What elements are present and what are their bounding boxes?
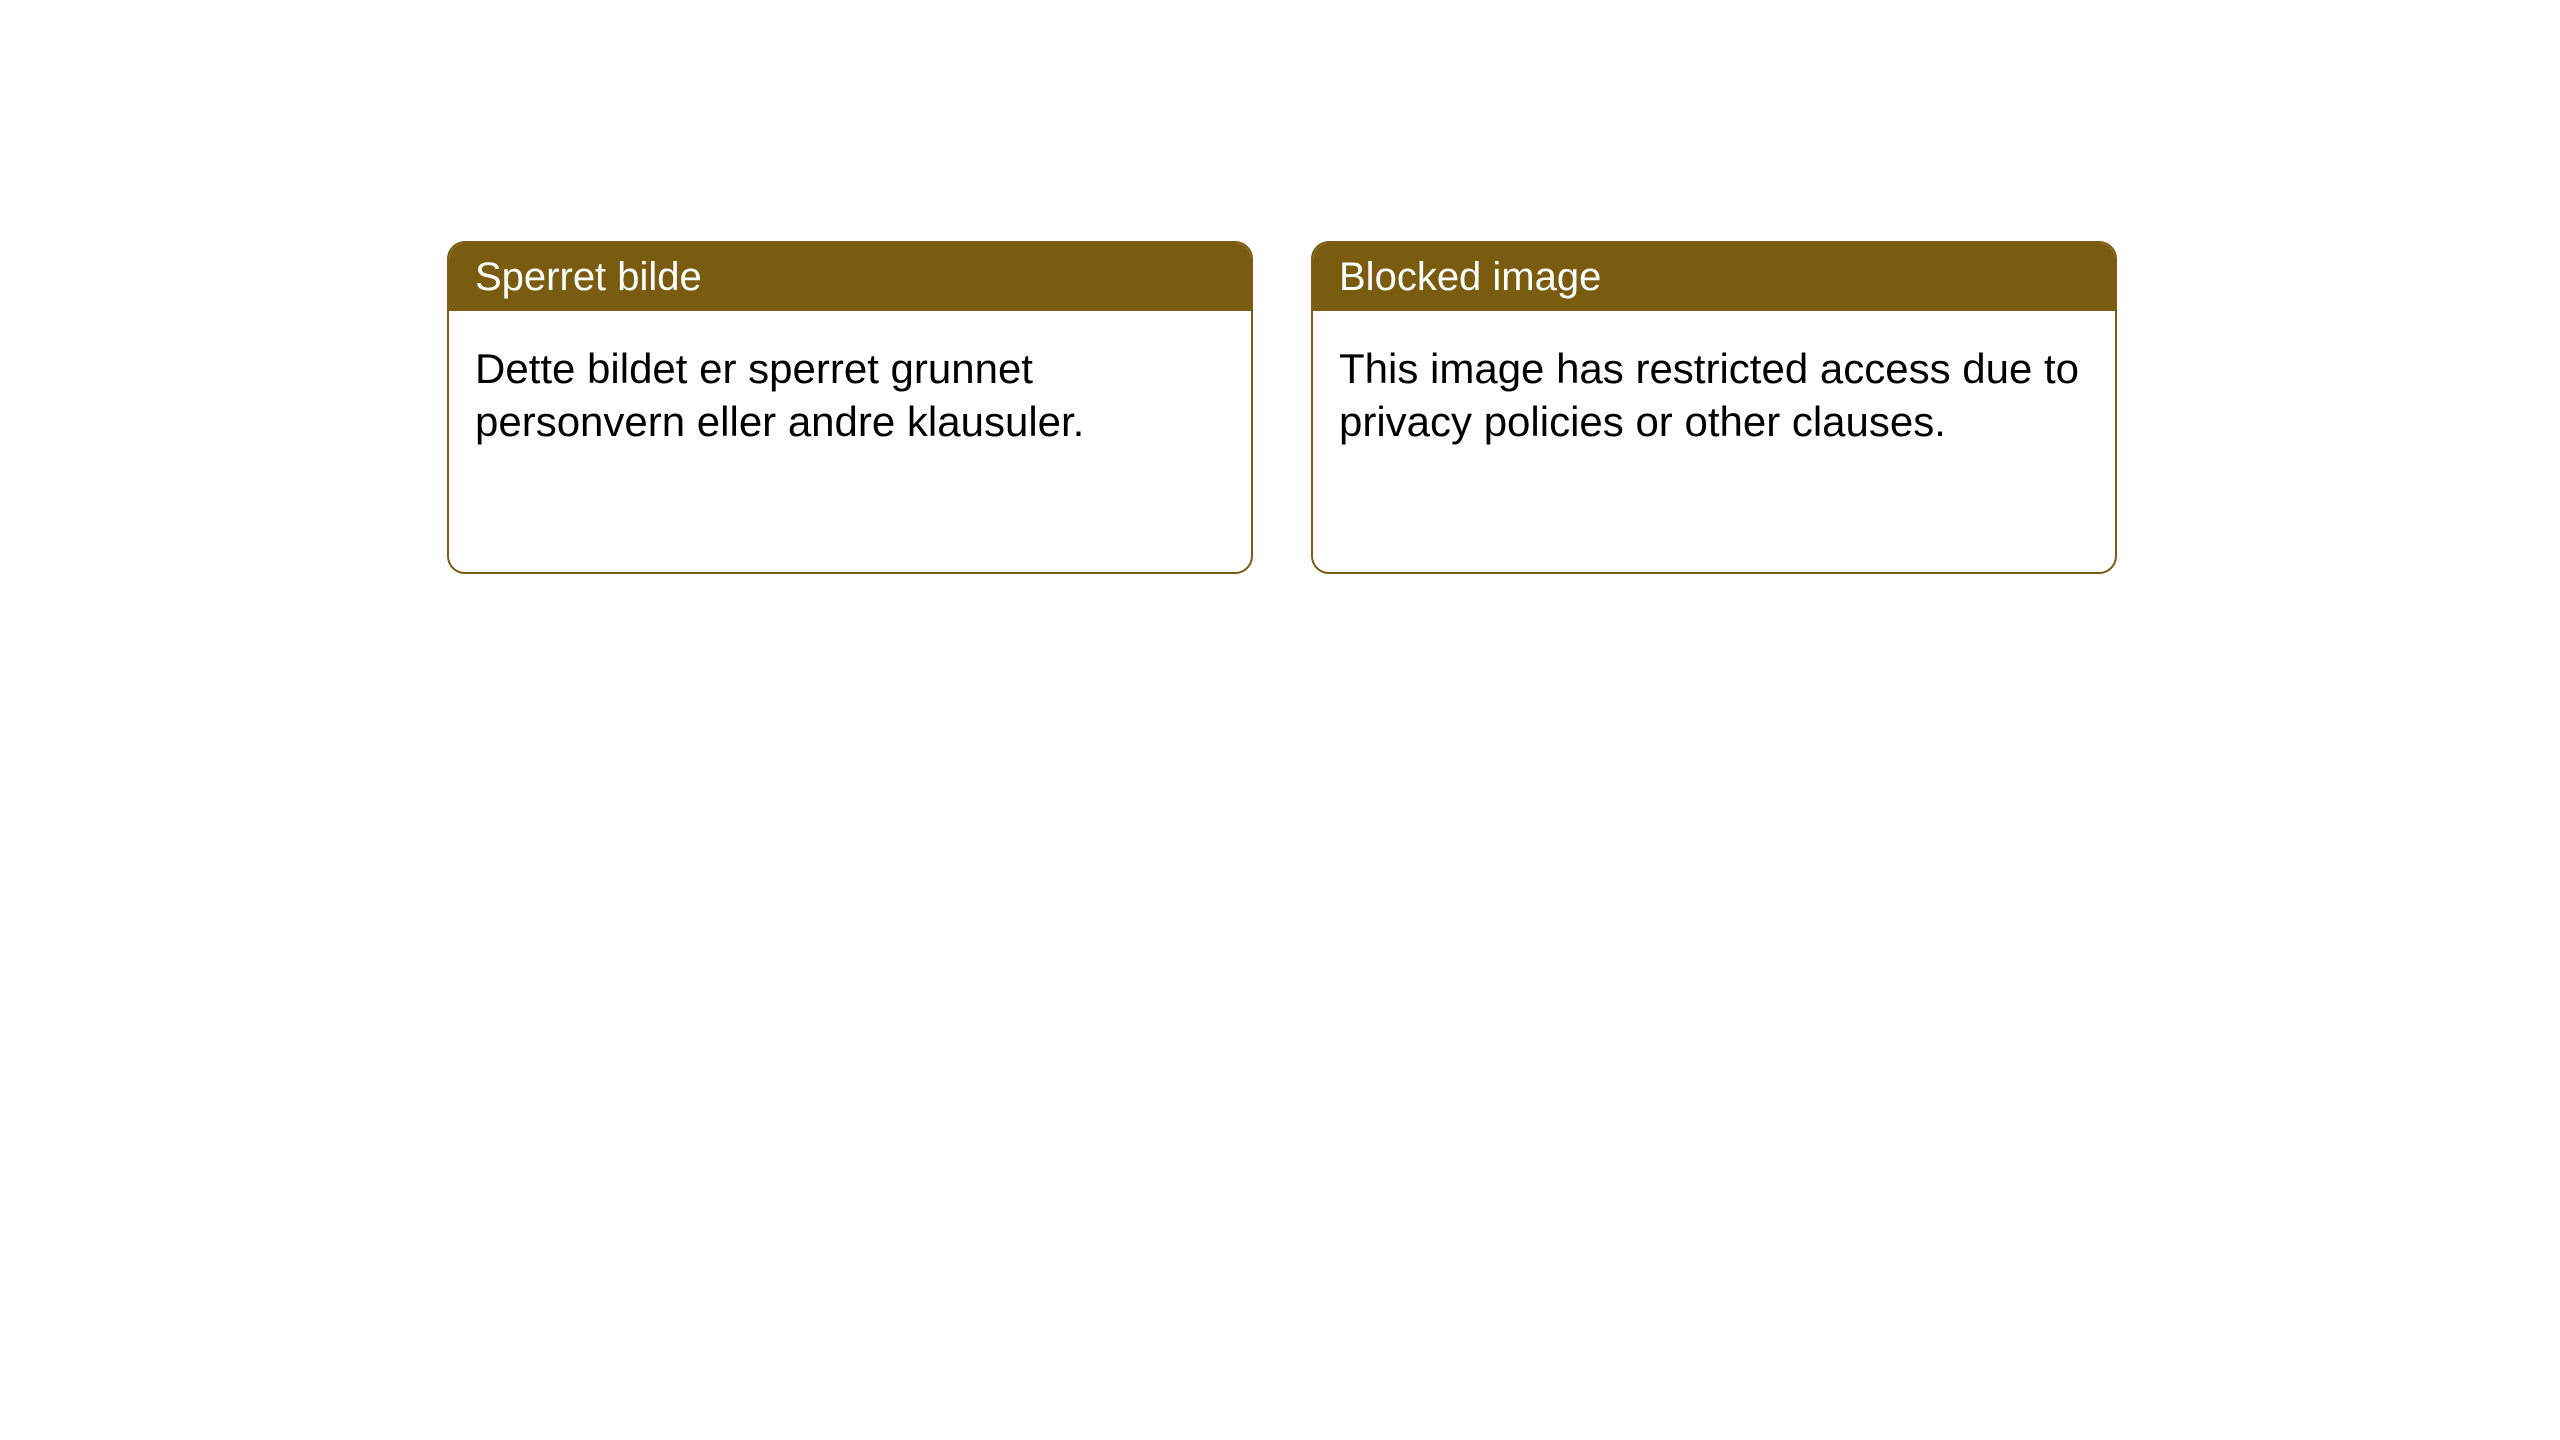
card-body: Dette bildet er sperret grunnet personve… — [449, 311, 1251, 480]
card-body: This image has restricted access due to … — [1313, 311, 2115, 480]
notice-card-norwegian: Sperret bilde Dette bildet er sperret gr… — [447, 241, 1253, 574]
card-header: Sperret bilde — [449, 243, 1251, 311]
card-header: Blocked image — [1313, 243, 2115, 311]
notice-cards-container: Sperret bilde Dette bildet er sperret gr… — [447, 241, 2117, 574]
notice-card-english: Blocked image This image has restricted … — [1311, 241, 2117, 574]
